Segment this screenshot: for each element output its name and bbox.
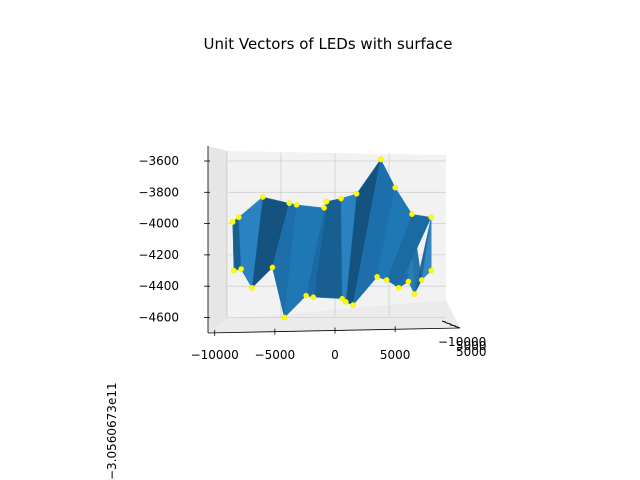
z-tick-label: −4400 <box>138 279 179 293</box>
surface <box>232 158 432 319</box>
led-point <box>377 156 384 163</box>
y-axis: −10000 5000 5000 −3.0560673e11 <box>105 320 487 480</box>
led-point <box>411 291 418 297</box>
y-tick-mark <box>449 324 457 327</box>
led-point <box>231 267 237 274</box>
led-point <box>350 302 356 308</box>
floor-pane <box>208 300 460 333</box>
y-tick-label: 5000 <box>456 339 487 353</box>
z-axis: −3600 −3800 −4000 −4200 −4400 −4600 <box>138 146 210 333</box>
surface-facet <box>421 217 432 281</box>
y-tick-mark <box>441 320 447 323</box>
x-tick-label: −5000 <box>255 348 296 362</box>
led-point <box>392 184 398 191</box>
z-tick-label: −4200 <box>138 248 179 262</box>
z-tick-label: −4600 <box>138 311 179 325</box>
led-point <box>229 219 236 225</box>
led-point <box>418 277 425 283</box>
led-point <box>286 200 293 207</box>
chart-title: Unit Vectors of LEDs with surface <box>204 35 453 53</box>
led-point <box>310 294 317 301</box>
led-point <box>342 299 349 305</box>
side-pane <box>208 146 228 333</box>
x-tick-label: −10000 <box>191 348 239 362</box>
led-point <box>395 284 402 291</box>
led-point <box>374 273 380 280</box>
led-point <box>353 191 360 197</box>
led-point <box>405 278 412 285</box>
led-point <box>269 264 276 271</box>
led-point <box>339 295 346 302</box>
led-point <box>303 292 309 299</box>
led-point <box>428 267 435 274</box>
led-point <box>293 201 300 208</box>
led-point <box>409 211 415 218</box>
led-markers <box>229 156 435 321</box>
led-point <box>321 205 328 211</box>
z-tick-label: −4000 <box>138 217 179 231</box>
x-ticks: −10000 −5000 0 5000 <box>191 326 411 362</box>
z-tick-label: −3600 <box>138 154 179 168</box>
z-ticks: −3600 −3800 −4000 −4200 −4400 −4600 <box>138 154 210 325</box>
plot-area <box>208 146 460 333</box>
x-axis: −10000 −5000 0 5000 <box>191 326 461 362</box>
led-point <box>235 214 242 221</box>
led-point <box>323 198 330 205</box>
x-tick-label: 0 <box>331 348 339 362</box>
led-point <box>238 266 245 272</box>
y-tick-label: 5000 <box>456 345 487 359</box>
led-point <box>281 314 288 321</box>
led-point <box>249 284 255 291</box>
led-point <box>383 277 390 283</box>
x-tick-label: 5000 <box>380 348 411 362</box>
y-tick-mark <box>453 325 461 329</box>
y-tick-label: −10000 <box>438 335 486 349</box>
y-tick-mark <box>445 322 452 325</box>
x-axis-line <box>207 327 461 334</box>
z-tick-label: −3800 <box>138 185 179 199</box>
led-point <box>338 195 344 202</box>
led-point <box>259 194 266 200</box>
y-offset-text: −3.0560673e11 <box>105 382 119 480</box>
led-point <box>428 214 435 221</box>
